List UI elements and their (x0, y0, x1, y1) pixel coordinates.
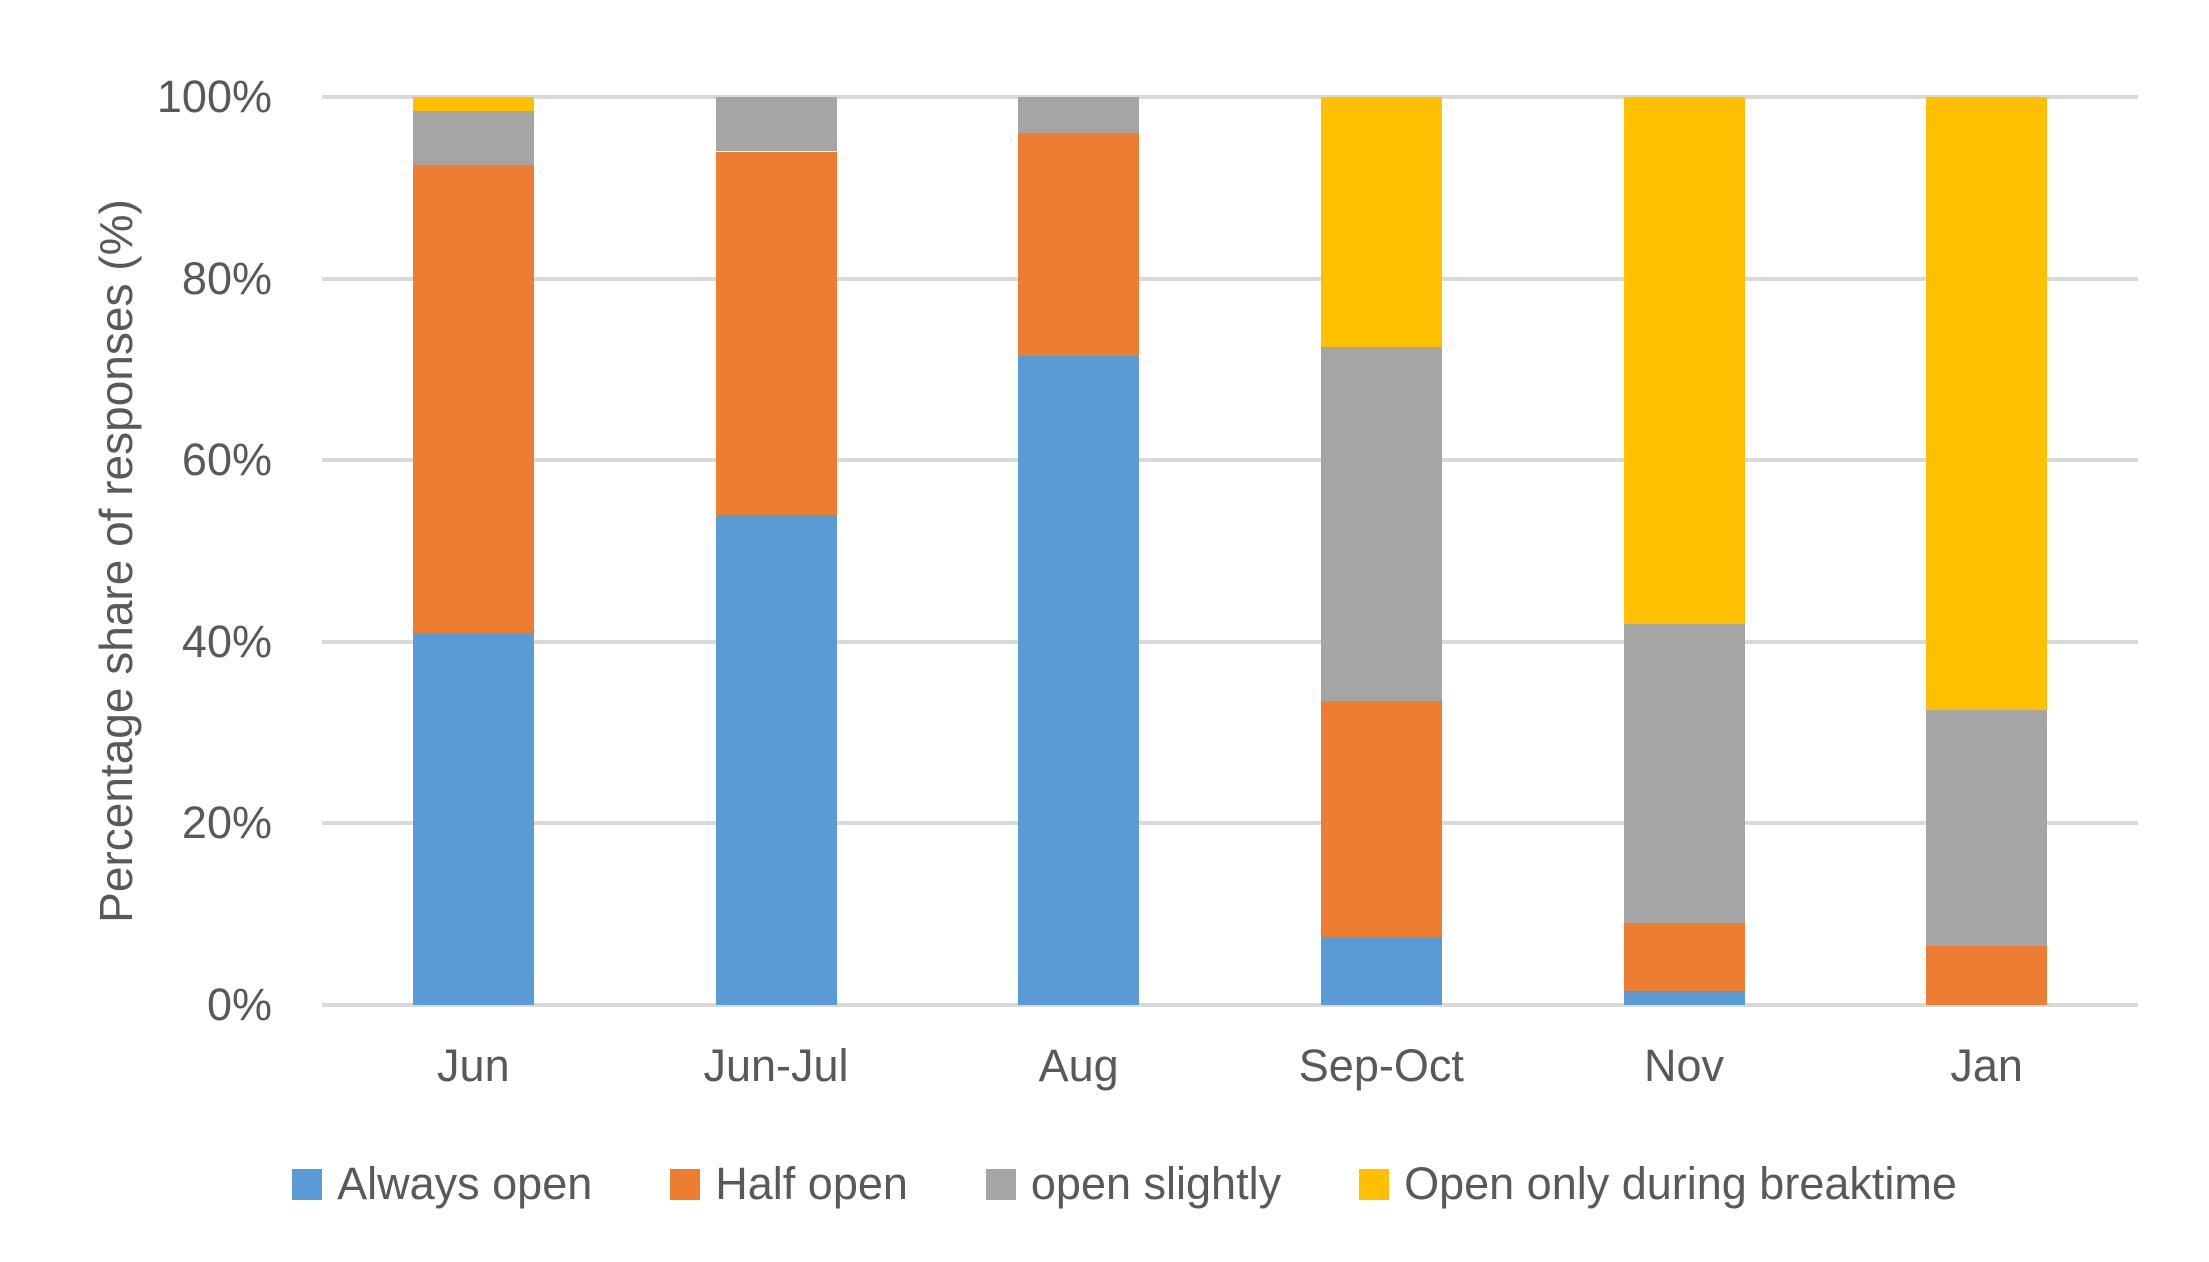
legend-swatch-icon (670, 1168, 701, 1200)
y-tick-label-20: 20% (181, 797, 272, 849)
x-axis-tick-labels: Jun Jun-Jul Aug Sep-Oct Nov Jan (322, 1038, 2138, 1098)
legend-label: Always open (337, 1158, 593, 1209)
bar-segment-Sep-Oct-half-open (1320, 700, 1442, 937)
bar-segment-Aug-half-open (1018, 133, 1140, 356)
legend-item-open-only-during-breaktime: Open only during breaktime (1359, 1158, 1957, 1210)
legend: Always open Half open open slightly Open on… (0, 1158, 2209, 1210)
x-tick-label-Nov: Nov (1643, 1040, 1725, 1091)
bar-segment-Jun-Jul-always-open (715, 514, 837, 1005)
bar-segment-Nov-half-open (1623, 923, 1745, 992)
y-tick-label-100: 100% (156, 71, 272, 122)
bar-segment-Jan-open-slightly (1926, 709, 2048, 946)
x-tick-label-Jun: Jun (437, 1040, 510, 1091)
bar-Sep-Oct (1320, 97, 1442, 1005)
y-tick-label-60: 60% (181, 434, 272, 486)
bar-segment-Aug-always-open (1018, 355, 1140, 1005)
x-tick-label-Jan: Jan (1950, 1040, 2023, 1091)
gridline-60 (322, 458, 2138, 463)
bar-segment-Jun-half-open (412, 165, 534, 633)
gridline-80 (322, 276, 2138, 281)
bar-segment-Jun-Jul-half-open (715, 151, 837, 515)
bar-segment-Nov-open-slightly (1623, 623, 1745, 924)
bar-segment-Sep-Oct-open-slightly (1320, 346, 1442, 701)
gridline-40 (322, 639, 2138, 644)
bar-Jun (412, 97, 534, 1005)
x-tick-label-Jun-Jul: Jun-Jul (703, 1040, 849, 1091)
legend-swatch-icon (985, 1168, 1016, 1200)
bar-Jan (1926, 97, 2048, 1005)
gridline-20 (322, 821, 2138, 826)
legend-label: open slightly (1030, 1158, 1282, 1209)
legend-label: Open only during breaktime (1404, 1158, 1957, 1209)
bar-segment-Nov-always-open (1623, 991, 1745, 1005)
legend-swatch-icon (1359, 1168, 1390, 1200)
bar-segment-Nov-open-only-during-breaktime (1623, 97, 1745, 624)
legend-label: Half open (715, 1158, 908, 1209)
bar-Aug (1018, 97, 1140, 1005)
legend-item-always-open: Always open (292, 1158, 592, 1210)
bar-segment-Sep-Oct-always-open (1320, 936, 1442, 1005)
gridline-100 (322, 95, 2138, 99)
plot-area (322, 95, 2138, 1007)
y-tick-label-80: 80% (181, 252, 272, 304)
legend-item-half-open: Half open (670, 1158, 908, 1210)
bar-segment-Jan-open-only-during-breaktime (1926, 97, 2048, 710)
bar-segment-Jun-always-open (412, 632, 534, 1005)
gridline-0 (322, 1003, 2138, 1007)
legend-item-open-slightly: open slightly (985, 1158, 1282, 1210)
bar-segment-Jun-Jul-open-slightly (715, 97, 837, 152)
bar-segment-Jun-open-slightly (412, 110, 534, 166)
x-tick-label-Sep-Oct: Sep-Oct (1298, 1040, 1464, 1091)
bar-Jun-Jul (715, 97, 837, 1005)
y-tick-label-0: 0% (206, 979, 272, 1030)
y-tick-label-40: 40% (181, 615, 272, 667)
bar-segment-Aug-open-slightly (1018, 97, 1140, 134)
x-tick-label-Aug: Aug (1038, 1040, 1119, 1091)
bar-segment-Jan-half-open (1926, 945, 2048, 1005)
bar-segment-Sep-Oct-open-only-during-breaktime (1320, 97, 1442, 347)
legend-swatch-icon (292, 1168, 323, 1200)
bar-Nov (1623, 97, 1745, 1005)
bar-segment-Jun-open-only-during-breaktime (412, 97, 534, 111)
